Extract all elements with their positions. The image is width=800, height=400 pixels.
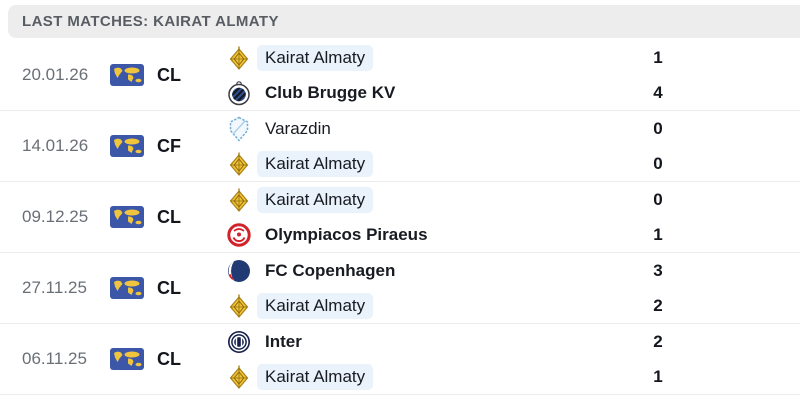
team-line-home[interactable]: Inter 2 (226, 327, 672, 357)
competition-label: CL (157, 64, 181, 85)
match-date: 06.11.25 (22, 349, 87, 368)
match-date: 27.11.25 (22, 278, 87, 297)
team-line-home[interactable]: Varazdin 0 (226, 114, 672, 144)
competition-label: CF (157, 135, 181, 156)
world-map-flag-icon (110, 64, 144, 86)
match-row[interactable]: 14.01.26 CF Varazdin 0 (0, 111, 800, 182)
world-map-flag-icon (110, 135, 144, 157)
fc-copenhagen-logo (226, 258, 252, 284)
team-score: 1 (653, 224, 663, 244)
match-row[interactable]: 09.12.25 CL Kairat Almaty 0 (0, 182, 800, 253)
match-date: 09.12.25 (22, 207, 89, 226)
kairat-almaty-logo (226, 187, 252, 212)
kairat-almaty-logo (226, 151, 252, 176)
team-line-away[interactable]: Kairat Almaty 0 (226, 149, 672, 179)
team-score: 3 (653, 260, 663, 280)
competition-cell: CF (110, 135, 226, 157)
team-score: 0 (653, 189, 663, 209)
team-score: 0 (653, 118, 663, 138)
team-name: Kairat Almaty (257, 44, 644, 71)
competition-cell: CL (110, 277, 226, 299)
team-name: Varazdin (265, 118, 331, 138)
team-pairs: Inter 2 Kairat Almaty 1 (226, 327, 800, 392)
match-row[interactable]: 20.01.26 CL Kairat Almaty 1 (0, 40, 800, 111)
team-line-home[interactable]: Kairat Almaty 1 (226, 43, 672, 73)
team-name: Kairat Almaty (257, 150, 644, 177)
team-pairs: FC Copenhagen 3 Kairat Almaty 2 (226, 256, 800, 321)
team-score: 2 (653, 331, 663, 351)
kairat-almaty-logo (226, 45, 252, 70)
kairat-almaty-logo (226, 293, 252, 318)
team-name: FC Copenhagen (265, 260, 396, 280)
kairat-almaty-logo (226, 364, 252, 389)
world-map-flag-icon (110, 277, 144, 299)
world-map-flag-icon (110, 348, 144, 370)
competition-cell: CL (110, 64, 226, 86)
team-line-home[interactable]: FC Copenhagen 3 (226, 256, 672, 286)
widget-title: LAST MATCHES: KAIRAT ALMATY (22, 13, 279, 30)
widget-header: LAST MATCHES: KAIRAT ALMATY (8, 5, 800, 38)
team-name: Club Brugge KV (265, 82, 396, 102)
match-list: 20.01.26 CL Kairat Almaty 1 (0, 40, 800, 395)
inter-logo (226, 329, 252, 355)
olympiacos-logo (226, 222, 252, 248)
team-line-away[interactable]: Kairat Almaty 1 (226, 362, 672, 392)
team-name: Olympiacos Piraeus (265, 224, 428, 244)
club-brugge-logo (226, 80, 252, 106)
team-name: Kairat Almaty (257, 363, 644, 390)
world-map-flag-icon (110, 206, 144, 228)
team-line-home[interactable]: Kairat Almaty 0 (226, 185, 672, 215)
team-score: 1 (653, 366, 663, 386)
competition-cell: CL (110, 206, 226, 228)
competition-label: CL (157, 206, 181, 227)
match-row[interactable]: 27.11.25 CL FC Copenhagen 3 (0, 253, 800, 324)
competition-label: CL (157, 348, 181, 369)
team-pairs: Kairat Almaty 0 Olympiacos Piraeus 1 (226, 185, 800, 250)
team-line-away[interactable]: Kairat Almaty 2 (226, 291, 672, 321)
team-score: 2 (653, 295, 663, 315)
team-line-away[interactable]: Olympiacos Piraeus 1 (226, 220, 672, 250)
match-date: 20.01.26 (22, 65, 89, 84)
competition-cell: CL (110, 348, 226, 370)
team-pairs: Varazdin 0 Kairat Almaty 0 (226, 114, 800, 179)
team-line-away[interactable]: Club Brugge KV 4 (226, 78, 672, 108)
match-row[interactable]: 06.11.25 CL Inter 2 (0, 324, 800, 395)
team-score: 4 (653, 82, 663, 102)
team-score: 1 (653, 47, 663, 67)
team-name: Inter (265, 331, 302, 351)
match-date: 14.01.26 (22, 136, 89, 155)
team-pairs: Kairat Almaty 1 Club Brugge KV 4 (226, 43, 800, 108)
competition-label: CL (157, 277, 181, 298)
team-name: Kairat Almaty (257, 186, 644, 213)
team-name: Kairat Almaty (257, 292, 644, 319)
team-score: 0 (653, 153, 663, 173)
varazdin-logo (226, 116, 252, 142)
